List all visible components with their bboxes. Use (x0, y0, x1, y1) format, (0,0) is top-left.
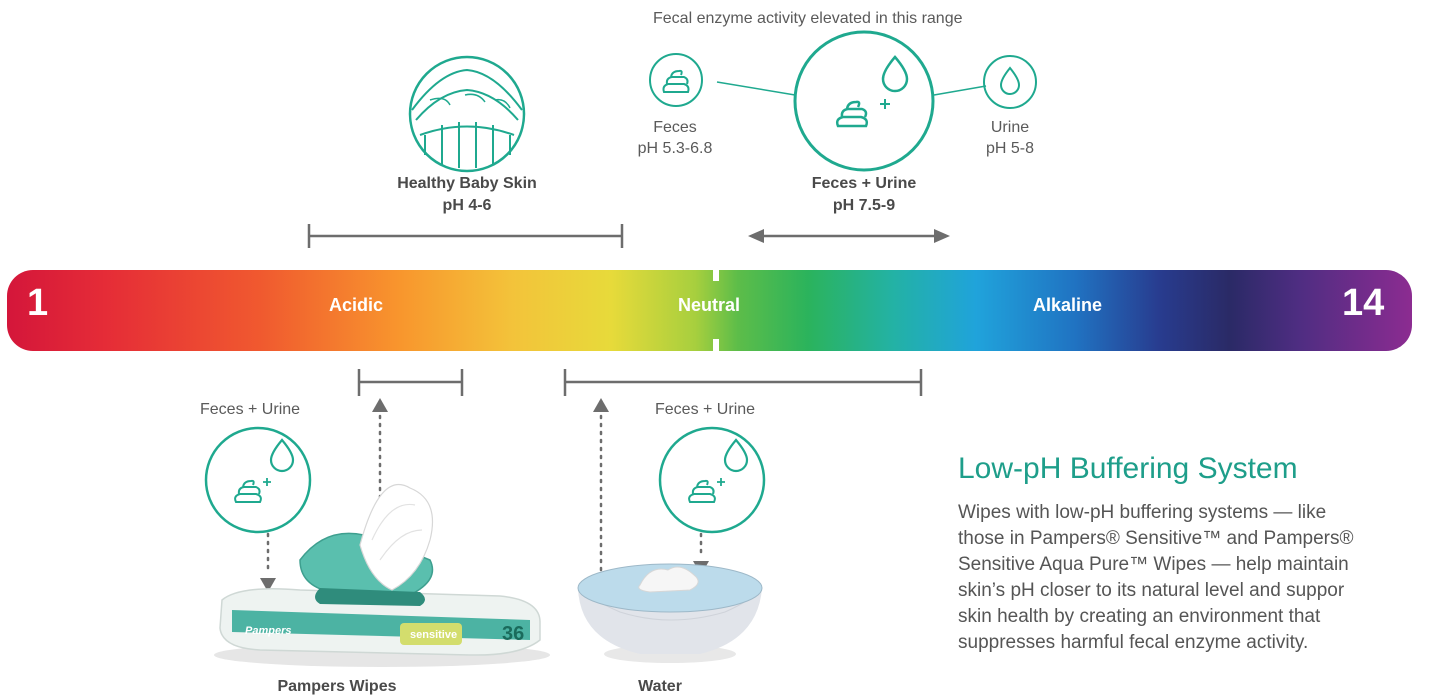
description-line: skin’s pH closer to its natural level an… (958, 580, 1345, 601)
wipes-feces-urine-label: Feces + Urine (200, 401, 301, 418)
enzyme-note: Fecal enzyme activity elevated in this r… (653, 10, 963, 27)
acidic-label: Acidic (329, 295, 384, 315)
skin-range-bracket (307, 224, 624, 248)
description-line: suppresses harmful fecal enzyme activity… (958, 632, 1309, 653)
pampers-wipes-label: Pampers Wipes (277, 678, 397, 695)
urine-title: Urine (990, 119, 1030, 136)
ph-min-label: 1 (27, 282, 49, 324)
wipes-package-count: 36 (502, 623, 524, 645)
description-line: those in Pampers® Sensitive™ and Pampers… (958, 528, 1354, 549)
wipes-package-brand: Pampers (245, 625, 291, 637)
water-bowl-image (577, 563, 763, 663)
feces-urine-icon-wipes (204, 426, 312, 534)
skin-cells-icon (408, 55, 526, 173)
healthy-skin-ph: pH 4-6 (442, 197, 492, 214)
feces-ph: pH 5.3-6.8 (637, 140, 713, 157)
urine-icon (983, 55, 1037, 109)
healthy-skin-title: Healthy Baby Skin (397, 175, 537, 192)
buffering-system-title: Low-pH Buffering System (958, 452, 1298, 485)
dotted-arrow-down-wipes (260, 532, 276, 592)
description-line: Sensitive Aqua Pure™ Wipes — help mainta… (958, 554, 1349, 575)
water-feces-urine-label: Feces + Urine (655, 401, 756, 418)
feces-title: Feces (653, 119, 697, 136)
description-line: skin health by creating an environment t… (958, 606, 1321, 627)
feces-urine-icon-water (658, 426, 766, 534)
dotted-arrow-up-wipes (372, 398, 388, 570)
feces-urine-title: Feces + Urine (811, 175, 917, 192)
ph-max-label: 14 (1342, 282, 1385, 324)
wipes-range-bracket (357, 369, 464, 396)
feces-urine-range-arrow (748, 229, 950, 243)
urine-ph: pH 5-8 (985, 140, 1035, 157)
buffering-system-description: Wipes with low-pH buffering systems — li… (958, 500, 1430, 656)
water-label: Water (638, 678, 682, 695)
neutral-label: Neutral (678, 295, 741, 315)
alkaline-label: Alkaline (1033, 295, 1103, 315)
connector-line-right (933, 85, 987, 96)
description-line: Wipes with low-pH buffering systems — li… (958, 502, 1327, 523)
wipes-package-image (214, 483, 550, 667)
feces-icon (649, 53, 703, 107)
water-range-bracket (563, 369, 923, 396)
dotted-arrow-up-water (593, 398, 609, 596)
neutral-marker-bottom (713, 339, 719, 352)
ph-scale-bar (7, 270, 1412, 351)
neutral-marker-top (713, 269, 719, 281)
wipes-package-variant: sensitive (410, 629, 457, 641)
feces-urine-ph: pH 7.5-9 (832, 197, 896, 214)
connector-line-left (716, 81, 796, 96)
feces-urine-icon (793, 30, 935, 172)
